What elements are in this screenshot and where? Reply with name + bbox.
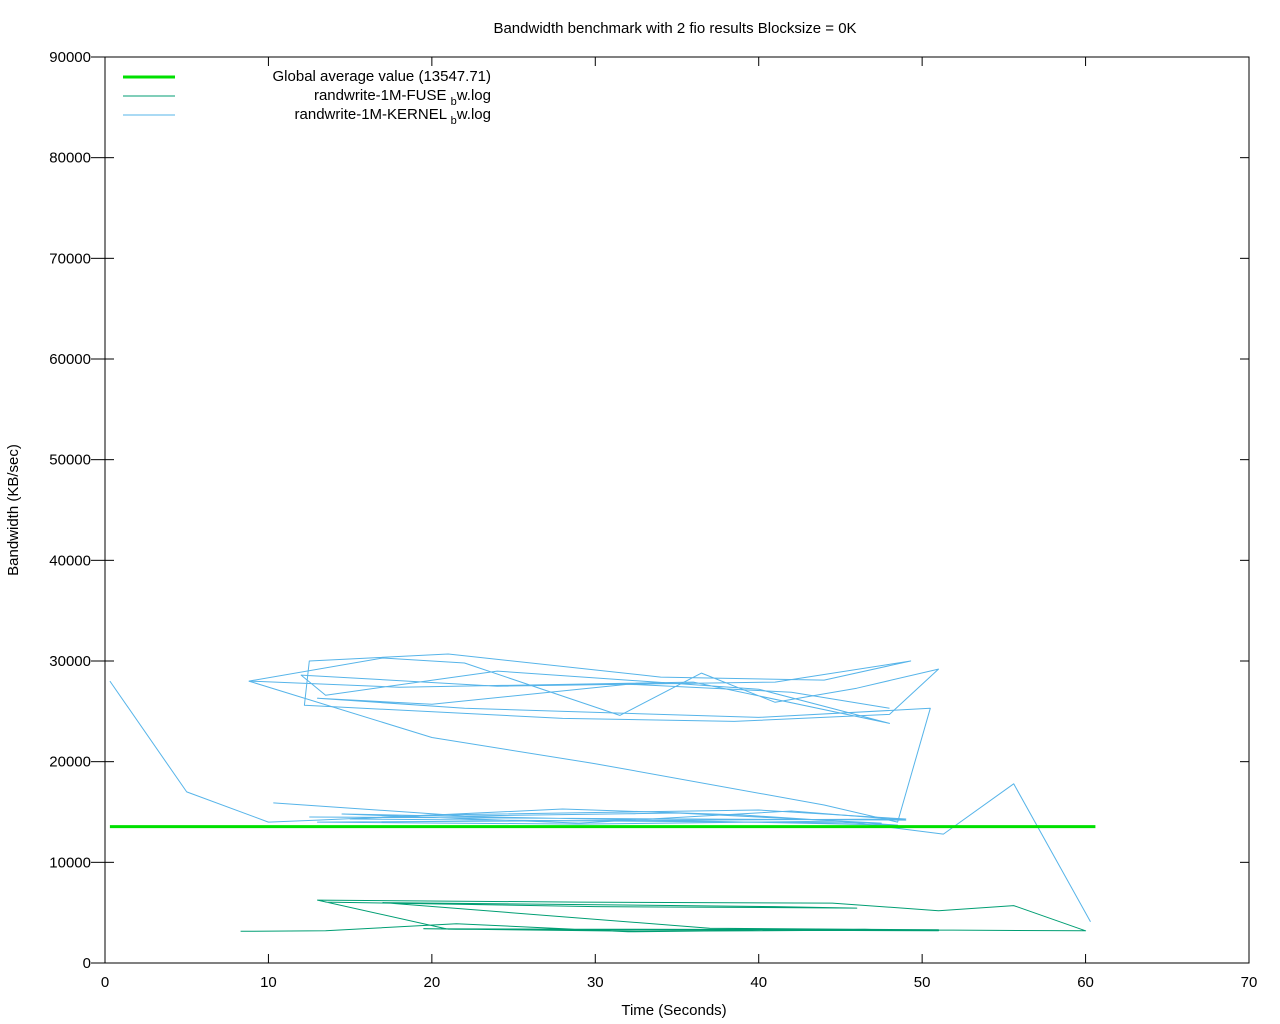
x-axis-label: Time (Seconds): [621, 1002, 726, 1019]
legend-label: randwrite-1M-KERNEL bw.log: [295, 106, 491, 127]
series-line: [273, 802, 907, 826]
y-axis: 0 10000 20000 30000 40000 50000 60000 70000 8000…: [49, 49, 1249, 972]
legend-label: randwrite-1M-FUSE bw.log: [314, 87, 491, 108]
x-tick-label: 60: [1077, 974, 1094, 991]
chart-title: Bandwidth benchmark with 2 fio results B…: [493, 20, 856, 37]
y-tick-label: 20000: [49, 754, 91, 771]
y-tick-label: 0: [83, 955, 91, 972]
y-tick-label: 60000: [49, 351, 91, 368]
x-tick-label: 20: [424, 974, 441, 991]
y-tick-label: 30000: [49, 653, 91, 670]
y-tick-label: 10000: [49, 854, 91, 871]
series-line: [248, 680, 931, 823]
x-tick-label: 40: [750, 974, 767, 991]
legend-label: Global average value (13547.71): [273, 68, 491, 85]
x-tick-label: 10: [260, 974, 277, 991]
series-line: [109, 680, 1091, 922]
x-axis: 0 10 20 30 40 50 60 70: [101, 57, 1258, 991]
y-axis-label: Bandwidth (KB/sec): [5, 444, 22, 576]
legend-label-tail: w.log: [456, 106, 491, 123]
y-tick-label: 70000: [49, 250, 91, 267]
x-tick-label: 50: [914, 974, 931, 991]
x-tick-label: 70: [1241, 974, 1258, 991]
series-line: [240, 899, 1087, 933]
plot-frame: [104, 56, 1250, 964]
legend-label-tail: w.log: [456, 87, 491, 104]
legend-label-sub: b: [451, 115, 457, 127]
x-tick-label: 0: [101, 974, 109, 991]
y-tick-label: 40000: [49, 552, 91, 569]
y-tick-label: 50000: [49, 452, 91, 469]
y-tick-label: 90000: [49, 49, 91, 66]
y-tick-label: 80000: [49, 150, 91, 167]
legend-label-sub: b: [451, 96, 457, 108]
legend-label-main: randwrite-1M-FUSE: [314, 87, 451, 104]
series-line: [248, 653, 939, 724]
series-layer: [109, 653, 1096, 933]
x-tick-label: 30: [587, 974, 604, 991]
legend: Global average value (13547.71) randwrite…: [123, 68, 491, 127]
legend-label-main: randwrite-1M-KERNEL: [295, 106, 451, 123]
